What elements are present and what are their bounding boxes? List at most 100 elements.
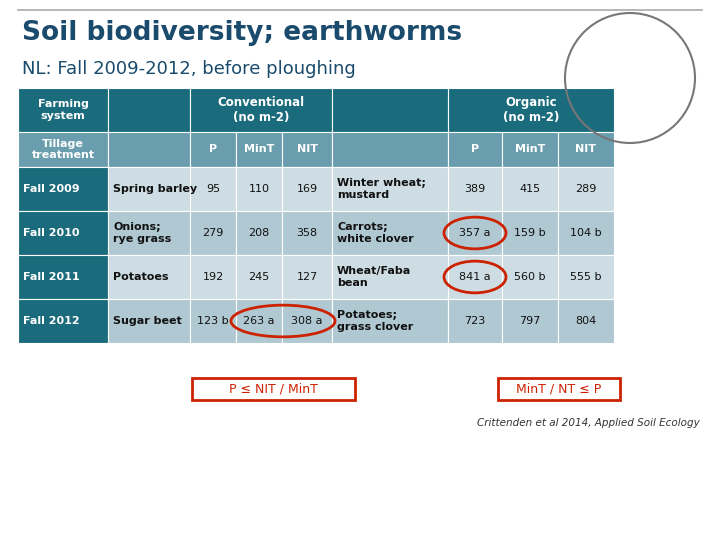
Bar <box>332 132 448 167</box>
Bar <box>108 299 190 343</box>
Bar <box>236 299 282 343</box>
Bar <box>236 167 282 211</box>
Text: MinT / NT ≤ P: MinT / NT ≤ P <box>516 382 602 395</box>
Bar <box>332 88 448 132</box>
Text: 289: 289 <box>575 184 597 194</box>
Text: 263 a: 263 a <box>243 316 275 326</box>
Bar <box>332 255 448 299</box>
Bar <box>332 211 448 255</box>
Text: 555 b: 555 b <box>570 272 602 282</box>
Bar <box>502 211 558 255</box>
Bar <box>18 211 108 255</box>
Text: 797: 797 <box>519 316 541 326</box>
Text: Onions;
rye grass: Onions; rye grass <box>113 222 171 244</box>
Text: Crittenden et al 2014, Applied Soil Ecology: Crittenden et al 2014, Applied Soil Ecol… <box>477 418 700 428</box>
Bar <box>108 167 190 211</box>
Text: 110: 110 <box>248 184 269 194</box>
Bar <box>190 88 332 132</box>
Text: Wheat/Faba
bean: Wheat/Faba bean <box>337 266 411 288</box>
Bar <box>18 88 108 132</box>
Bar <box>502 299 558 343</box>
Bar <box>558 132 614 167</box>
Text: Tillage
treatment: Tillage treatment <box>32 139 94 160</box>
Bar <box>18 167 108 211</box>
Text: Carrots;
white clover: Carrots; white clover <box>337 222 414 244</box>
Text: Fall 2012: Fall 2012 <box>23 316 80 326</box>
Bar <box>190 255 236 299</box>
Bar <box>18 255 108 299</box>
Text: 560 b: 560 b <box>514 272 546 282</box>
Bar <box>332 167 448 211</box>
Bar <box>18 299 108 343</box>
Text: 279: 279 <box>202 228 224 238</box>
Bar <box>448 88 614 132</box>
Bar <box>108 132 190 167</box>
Text: 123 b: 123 b <box>197 316 229 326</box>
Text: 415: 415 <box>519 184 541 194</box>
Bar <box>498 378 620 400</box>
Bar <box>332 299 448 343</box>
Text: Spring barley: Spring barley <box>113 184 197 194</box>
Text: 159 b: 159 b <box>514 228 546 238</box>
Bar <box>108 211 190 255</box>
Bar <box>192 378 355 400</box>
Text: 95: 95 <box>206 184 220 194</box>
Bar <box>282 211 332 255</box>
Text: NL: Fall 2009-2012, before ploughing: NL: Fall 2009-2012, before ploughing <box>22 60 356 78</box>
Bar <box>448 211 502 255</box>
Text: 389: 389 <box>464 184 485 194</box>
Text: 169: 169 <box>297 184 318 194</box>
Bar <box>108 255 190 299</box>
Text: NIT: NIT <box>297 145 318 154</box>
Bar <box>282 132 332 167</box>
Text: Sugar beet: Sugar beet <box>113 316 181 326</box>
Text: 208: 208 <box>248 228 269 238</box>
Text: P ≤ NIT / MinT: P ≤ NIT / MinT <box>229 382 318 395</box>
Bar <box>282 255 332 299</box>
Text: NIT: NIT <box>575 145 596 154</box>
Bar <box>18 132 108 167</box>
Bar <box>236 132 282 167</box>
Text: Fall 2009: Fall 2009 <box>23 184 80 194</box>
Bar <box>502 167 558 211</box>
Text: MinT: MinT <box>244 145 274 154</box>
Text: P: P <box>209 145 217 154</box>
Text: 804: 804 <box>575 316 597 326</box>
Text: 245: 245 <box>248 272 269 282</box>
Text: Fall 2011: Fall 2011 <box>23 272 80 282</box>
Bar <box>502 255 558 299</box>
Bar <box>448 299 502 343</box>
Text: 723: 723 <box>464 316 485 326</box>
Text: 104 b: 104 b <box>570 228 602 238</box>
Bar <box>236 211 282 255</box>
Bar <box>558 299 614 343</box>
Bar <box>448 167 502 211</box>
Bar <box>558 255 614 299</box>
Bar <box>282 167 332 211</box>
Bar <box>502 132 558 167</box>
Bar <box>558 167 614 211</box>
Text: Soil biodiversity; earthworms: Soil biodiversity; earthworms <box>22 20 462 46</box>
Bar <box>558 211 614 255</box>
Text: Winter wheat;
mustard: Winter wheat; mustard <box>337 178 426 200</box>
Text: Organic
(no m-2): Organic (no m-2) <box>503 96 559 124</box>
Text: 308 a: 308 a <box>292 316 323 326</box>
Text: Fall 2010: Fall 2010 <box>23 228 79 238</box>
Text: 357 a: 357 a <box>459 228 491 238</box>
Text: 192: 192 <box>202 272 224 282</box>
Bar <box>448 255 502 299</box>
Text: 127: 127 <box>297 272 318 282</box>
Text: 358: 358 <box>297 228 318 238</box>
Bar <box>448 132 502 167</box>
Text: Farming
system: Farming system <box>37 99 89 121</box>
Bar <box>190 167 236 211</box>
Text: MinT: MinT <box>515 145 545 154</box>
Bar <box>190 211 236 255</box>
Text: P: P <box>471 145 479 154</box>
Bar <box>190 132 236 167</box>
Text: Potatoes: Potatoes <box>113 272 168 282</box>
Bar <box>282 299 332 343</box>
Bar <box>108 88 190 132</box>
Bar <box>236 255 282 299</box>
Text: Conventional
(no m-2): Conventional (no m-2) <box>217 96 305 124</box>
